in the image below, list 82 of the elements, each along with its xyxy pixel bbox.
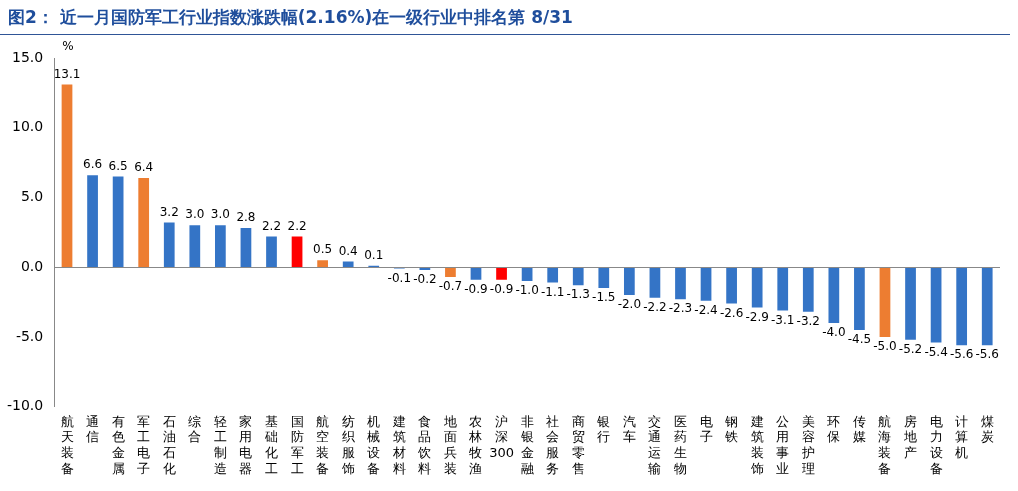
x-tick-label: 计算机 bbox=[955, 413, 969, 460]
data-label: 0.4 bbox=[338, 243, 358, 258]
x-tick-label: 通信 bbox=[86, 413, 100, 445]
x-tick-label: 环保 bbox=[827, 413, 841, 445]
data-label: -3.1 bbox=[771, 312, 795, 327]
data-label: -1.3 bbox=[566, 287, 590, 302]
x-tick-label: 建筑材料 bbox=[391, 413, 406, 476]
x-tick-label: 汽车 bbox=[622, 413, 636, 445]
data-label: 0.1 bbox=[364, 247, 384, 262]
x-tick-label: 食品饮料 bbox=[417, 413, 432, 476]
data-label: -1.0 bbox=[515, 283, 539, 298]
x-tick-label: 房地产 bbox=[903, 413, 918, 460]
data-label: -2.6 bbox=[719, 305, 744, 320]
x-tick-label: 传媒 bbox=[852, 413, 866, 445]
x-tick-label: 交通运输 bbox=[648, 413, 662, 476]
y-axis-title: % bbox=[62, 39, 74, 53]
chart-title: 图2： 近一月国防军工行业指数涨跌幅(2.16%)在一级行业中排名第 8/31 bbox=[8, 6, 573, 29]
data-label: 3.0 bbox=[210, 207, 230, 222]
data-label: 6.6 bbox=[83, 157, 103, 172]
x-tick-label: 社会服务 bbox=[546, 413, 560, 476]
y-tick-label: 10.0 bbox=[12, 118, 44, 135]
x-tick-label: 医药生物 bbox=[673, 413, 687, 476]
data-label: 6.4 bbox=[134, 160, 154, 175]
data-label: 13.1 bbox=[53, 66, 81, 81]
data-label: 3.0 bbox=[185, 207, 205, 222]
data-label: -4.0 bbox=[822, 325, 846, 340]
data-label: -5.0 bbox=[873, 339, 897, 354]
data-label: -2.3 bbox=[668, 301, 693, 316]
data-label: 3.2 bbox=[159, 204, 179, 219]
x-tick-label: 建筑装饰 bbox=[749, 413, 764, 476]
x-tick-label: 农林牧渔 bbox=[468, 413, 483, 476]
data-label: -0.7 bbox=[438, 279, 463, 294]
x-tick-label: 美容护理 bbox=[800, 413, 815, 476]
data-label: -4.5 bbox=[847, 332, 872, 347]
x-tick-label: 石油石化 bbox=[162, 413, 176, 476]
data-label: -5.6 bbox=[949, 347, 974, 362]
x-tick-label: 银行 bbox=[596, 413, 611, 445]
x-tick-label: 航空装备 bbox=[316, 413, 330, 476]
x-tick-label: 航海装备 bbox=[878, 413, 892, 476]
y-tick-label: 15.0 bbox=[12, 48, 44, 65]
data-label: 2.8 bbox=[236, 210, 256, 225]
data-label: -2.4 bbox=[694, 302, 718, 317]
x-tick-label: 钢铁 bbox=[724, 413, 739, 445]
data-label: -5.6 bbox=[975, 347, 999, 362]
x-tick-label: 有色金属 bbox=[111, 413, 125, 476]
x-tick-label: 基础化工 bbox=[264, 413, 278, 476]
x-tick-label: 轻工制造 bbox=[213, 413, 227, 476]
data-label: -2.0 bbox=[617, 297, 642, 312]
data-label: -0.9 bbox=[464, 281, 488, 296]
x-tick-label: 综合 bbox=[188, 413, 202, 445]
data-label: -0.9 bbox=[489, 281, 514, 296]
data-label: 2.2 bbox=[261, 218, 282, 233]
data-label: -1.1 bbox=[540, 284, 565, 299]
x-tick-label: 电力设备 bbox=[929, 413, 943, 476]
y-tick-label: 5.0 bbox=[20, 188, 44, 205]
data-label: -5.2 bbox=[898, 341, 923, 356]
x-tick-label: 纺织服饰 bbox=[340, 413, 355, 476]
x-tick-label: 非银金融 bbox=[519, 413, 534, 476]
x-tick-label: 电子 bbox=[699, 413, 713, 445]
x-tick-label: 沪深300 bbox=[489, 413, 514, 460]
x-tick-label: 国防军工 bbox=[290, 413, 304, 476]
data-label: -0.1 bbox=[387, 270, 412, 285]
y-tick-label: -5.0 bbox=[15, 327, 44, 344]
data-label: -1.5 bbox=[592, 290, 616, 305]
x-tick-label: 地面兵装 bbox=[442, 413, 457, 476]
x-tick-label: 航天装备 bbox=[60, 413, 74, 476]
data-label: -3.2 bbox=[796, 313, 820, 328]
y-tick-label: -10.0 bbox=[6, 397, 44, 414]
y-tick-label: 0.0 bbox=[20, 257, 44, 274]
data-label: 6.5 bbox=[108, 158, 128, 173]
x-tick-label: 公用事业 bbox=[776, 413, 790, 476]
data-label: -2.2 bbox=[643, 299, 667, 314]
x-tick-label: 商贸零售 bbox=[571, 413, 585, 476]
x-tick-label: 军工电子 bbox=[137, 413, 151, 476]
x-tick-label: 家用电器 bbox=[239, 413, 253, 476]
x-tick-label: 煤炭 bbox=[980, 413, 994, 445]
data-label: 2.2 bbox=[287, 218, 307, 233]
data-label: -5.4 bbox=[924, 344, 948, 359]
data-label: 0.5 bbox=[313, 242, 333, 257]
data-label: -0.2 bbox=[413, 272, 437, 287]
x-tick-label: 机械设备 bbox=[367, 413, 381, 476]
data-label: -2.9 bbox=[745, 309, 769, 324]
